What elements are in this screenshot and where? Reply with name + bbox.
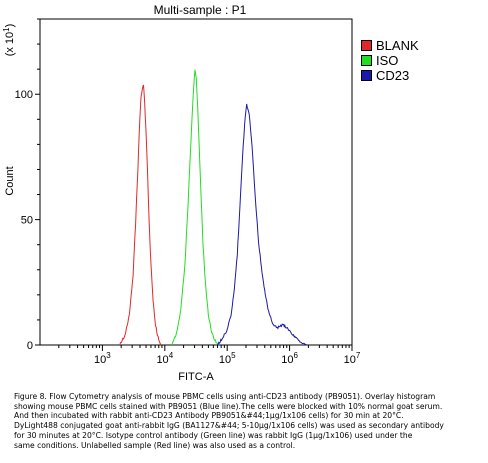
legend-label-iso: ISO [376,53,399,68]
x-tick-label: 103 [94,351,111,366]
histogram-curves [119,69,308,346]
caption-line: And then incubated with rabbit anti-CD23… [14,411,404,421]
caption-line: showing mouse PBMC cells stained with PB… [14,401,443,411]
y-tick-label: 0 [27,340,33,352]
chart-title: Multi-sample : P1 [154,3,247,17]
legend-item-cd23: CD23 [361,68,419,83]
y-tick-label: 50 [21,215,33,227]
x-axis-label: FITC-A [178,371,214,383]
plot-frame [39,18,353,346]
y-axis-ticks: 0 50 100 [15,18,40,352]
x-tick-label: 104 [156,351,173,366]
y-tick-label: 100 [15,89,33,101]
legend-label-blank: BLANK [376,38,419,53]
x-tick-label: 105 [219,351,236,366]
series-line-iso [171,69,219,346]
x-tick-label: 106 [281,351,298,366]
caption-line: for 30 minutes at 20°C. Isotype control … [14,430,413,440]
series-line-cd23 [217,103,308,346]
series-line-blank [119,84,162,346]
caption-line: Figure 8. Flow Cytometry analysis of mou… [14,392,436,401]
legend-item-blank: BLANK [361,38,419,53]
caption-line: same conditions. Unlabelled sample (Red … [14,440,296,450]
legend-swatch-iso [361,55,372,66]
legend-swatch-cd23 [361,70,372,81]
figure-caption: Figure 8. Flow Cytometry analysis of mou… [14,392,476,450]
y-axis-multiplier: (x 101) [2,24,16,57]
x-axis-ticks: 103 104 105 106 107 [58,345,361,366]
legend-item-iso: ISO [361,53,419,68]
legend-swatch-blank [361,40,372,51]
x-tick-label: 107 [344,351,361,366]
flow-cytometry-histogram: Multi-sample : P1 0 50 100 103 104 105 106 107… [2,3,361,383]
caption-line: DyLight488 conjugated goat anti-rabbit I… [14,421,444,431]
legend-label-cd23: CD23 [376,68,410,83]
legend: BLANK ISO CD23 [361,38,419,83]
y-axis-label: Count [4,166,16,195]
